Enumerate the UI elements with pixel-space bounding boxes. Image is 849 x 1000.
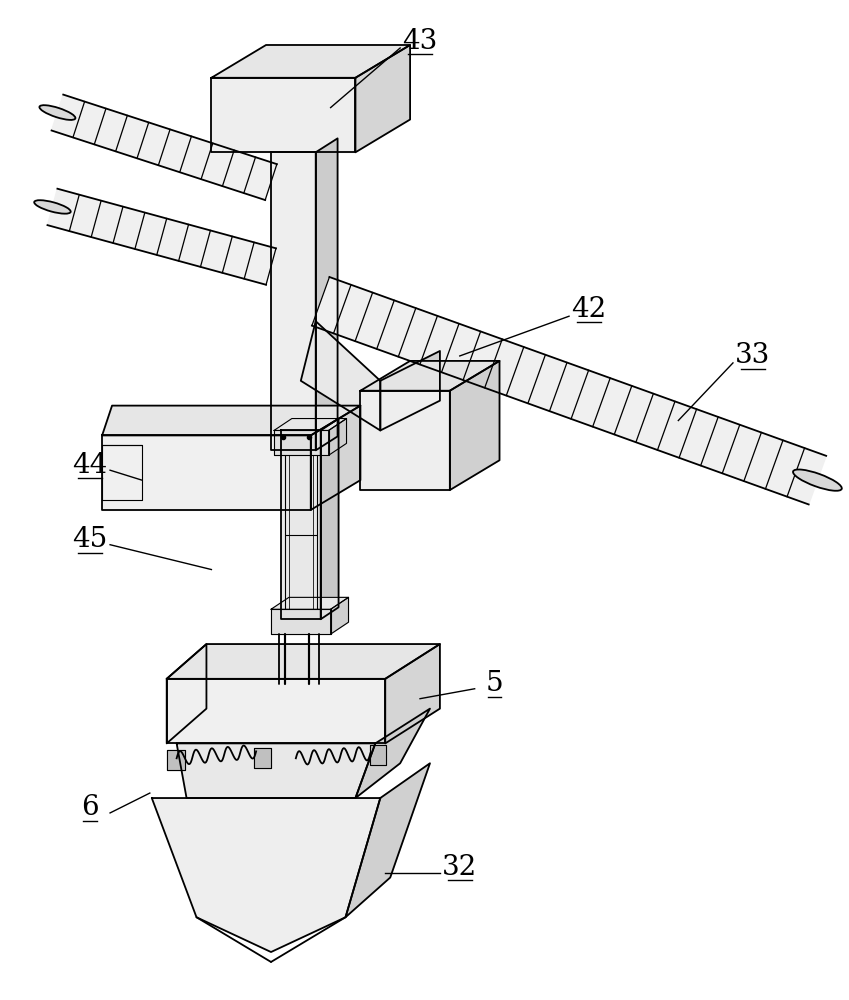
Polygon shape	[274, 430, 329, 455]
Text: 42: 42	[571, 296, 606, 323]
Polygon shape	[102, 435, 311, 510]
Polygon shape	[177, 743, 375, 798]
Polygon shape	[274, 419, 346, 430]
Text: 32: 32	[442, 854, 477, 881]
Text: 45: 45	[72, 526, 108, 553]
Polygon shape	[166, 750, 184, 770]
Polygon shape	[356, 45, 410, 152]
Polygon shape	[152, 798, 380, 952]
Text: 44: 44	[72, 452, 108, 479]
Polygon shape	[166, 644, 440, 679]
Polygon shape	[356, 709, 430, 798]
Polygon shape	[271, 609, 330, 634]
Polygon shape	[211, 78, 356, 152]
Polygon shape	[329, 419, 346, 455]
Polygon shape	[450, 361, 499, 490]
Polygon shape	[281, 430, 321, 619]
Text: 33: 33	[735, 342, 770, 369]
Polygon shape	[321, 419, 339, 619]
Polygon shape	[211, 45, 410, 78]
Polygon shape	[312, 277, 826, 504]
Text: 6: 6	[82, 794, 99, 821]
Polygon shape	[48, 189, 276, 285]
Polygon shape	[361, 391, 450, 490]
Polygon shape	[102, 406, 361, 435]
Polygon shape	[370, 745, 386, 765]
Polygon shape	[166, 679, 385, 743]
Polygon shape	[311, 406, 361, 510]
Polygon shape	[316, 138, 338, 450]
Polygon shape	[271, 152, 316, 450]
Text: 43: 43	[402, 28, 437, 55]
Polygon shape	[271, 597, 348, 609]
Polygon shape	[301, 321, 380, 430]
Polygon shape	[346, 763, 430, 917]
Polygon shape	[380, 351, 440, 430]
Ellipse shape	[39, 105, 76, 120]
Ellipse shape	[34, 200, 70, 214]
Polygon shape	[330, 597, 348, 634]
Ellipse shape	[793, 469, 842, 491]
Polygon shape	[361, 361, 499, 391]
Polygon shape	[385, 644, 440, 743]
Polygon shape	[254, 748, 271, 768]
Text: 5: 5	[486, 670, 503, 697]
Polygon shape	[52, 95, 277, 200]
